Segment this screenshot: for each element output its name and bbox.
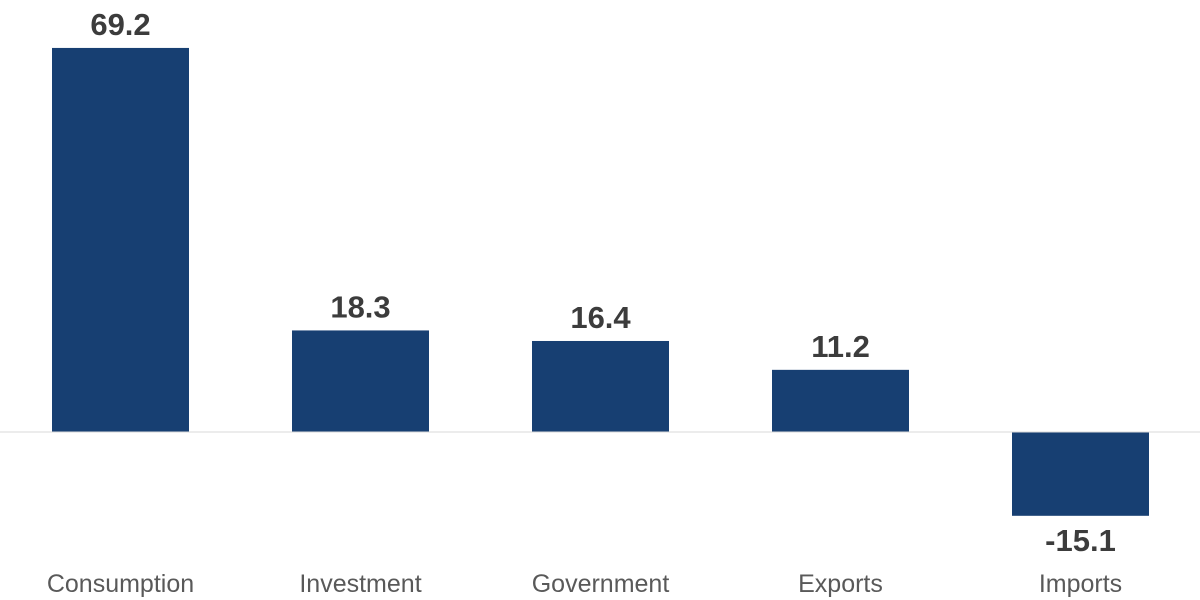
bar-consumption (52, 47, 189, 432)
category-label: Consumption (47, 570, 194, 598)
bar-imports (1012, 432, 1149, 516)
category-label: Imports (1039, 570, 1122, 598)
category-label: Government (532, 570, 670, 598)
data-label: 18.3 (330, 289, 390, 324)
bar-government (532, 340, 669, 432)
data-label: 69.2 (90, 7, 150, 42)
bar-investment (292, 330, 429, 432)
bar-exports (772, 369, 909, 432)
category-label: Investment (299, 570, 421, 598)
data-label: -15.1 (1045, 523, 1116, 558)
category-label: Exports (798, 570, 883, 598)
data-label: 11.2 (811, 329, 870, 364)
data-label: 16.4 (570, 300, 631, 335)
